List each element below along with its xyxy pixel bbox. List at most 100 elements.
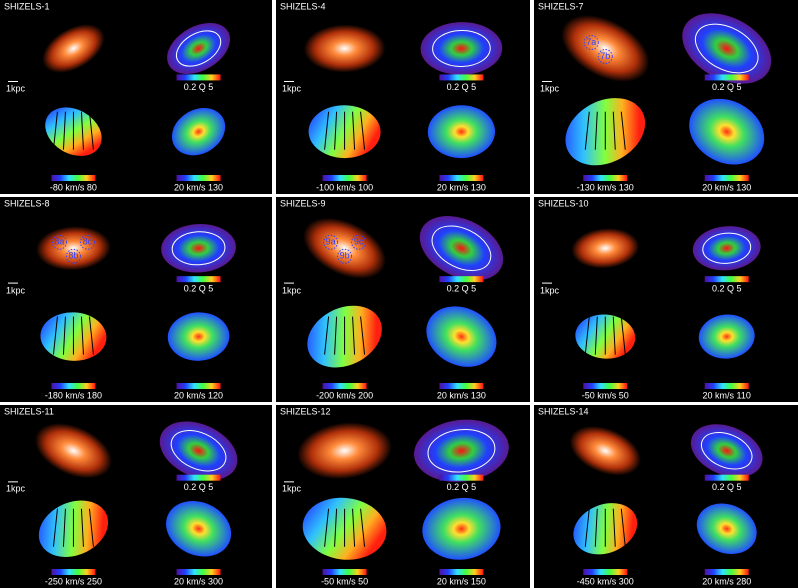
scale-label: 1kpc [6, 484, 26, 494]
scale-label: 1kpc [540, 286, 560, 296]
velocity-contour [620, 111, 626, 150]
velocity-contour [324, 111, 330, 150]
colorbar [176, 474, 221, 481]
colorbar-label: -80 km/s 80 [50, 182, 97, 192]
velocity-contour [352, 508, 356, 547]
q-contour [700, 432, 753, 470]
colorbar-label: 0.2 Q 5 [447, 482, 477, 492]
colorbar [176, 175, 221, 181]
velocity-contour [584, 111, 590, 150]
flux-map [297, 422, 392, 480]
panel-title: SHIZELS-14 [538, 406, 589, 416]
region-marker [79, 234, 95, 250]
colorbar [583, 383, 628, 389]
q-contour [175, 30, 222, 67]
velocity-contour [52, 508, 58, 547]
velocity-contour [62, 508, 66, 547]
colorbar-label: 20 km/s 130 [174, 182, 223, 192]
panel-title: SHIZELS-12 [280, 406, 331, 416]
q-contour [431, 225, 492, 271]
velocity-contour [334, 316, 338, 355]
q-map [690, 424, 763, 478]
colorbar-label: -130 km/s 130 [577, 182, 634, 192]
velocity-contour [80, 508, 84, 547]
flux-map [303, 217, 386, 279]
q-map [159, 421, 238, 481]
velocity-contour [360, 508, 366, 547]
dispersion-map [696, 503, 757, 554]
flux-map [42, 24, 105, 73]
velocity-contour [584, 316, 590, 355]
colorbar [176, 276, 221, 283]
region-marker [65, 248, 81, 264]
dispersion-map [171, 108, 226, 156]
colorbar-label: 20 km/s 130 [437, 390, 486, 400]
colorbar-label: 0.2 Q 5 [712, 82, 742, 92]
flux-map [569, 426, 641, 476]
region-label: 7b [600, 51, 610, 61]
colorbar-label: -100 km/s 100 [316, 182, 373, 192]
colorbar [51, 383, 96, 389]
colorbar-label: 0.2 Q 5 [447, 284, 477, 294]
colorbar-label: 0.2 Q 5 [184, 482, 214, 492]
colorbar-label: -450 km/s 300 [577, 576, 634, 586]
colorbar-label: 0.2 Q 5 [447, 82, 477, 92]
scale-label: 1kpc [282, 286, 302, 296]
dispersion-map [689, 98, 765, 165]
colorbar [176, 569, 221, 575]
flux-map [571, 228, 640, 269]
velocity-contour [594, 508, 598, 547]
colorbar-label: 0.2 Q 5 [184, 284, 214, 294]
q-map [419, 216, 504, 281]
panel-title: SHIZELS-1 [4, 1, 50, 11]
scale-label: 1kpc [282, 84, 302, 94]
colorbar [439, 276, 484, 283]
velocity-contour [352, 316, 356, 355]
flux-map [34, 423, 112, 479]
flux-map [561, 15, 650, 82]
panel-title: SHIZELS-10 [538, 198, 589, 208]
q-contour [171, 231, 226, 266]
colorbar [583, 569, 628, 575]
velocity-contour [324, 508, 330, 547]
flux-map [303, 24, 386, 73]
colorbar [439, 474, 484, 481]
scale-label: 1kpc [282, 484, 302, 494]
region-marker [51, 234, 67, 250]
colorbar [704, 383, 749, 389]
velocity-contour [620, 508, 626, 547]
q-contour [170, 430, 227, 472]
colorbar [704, 175, 749, 181]
dispersion-map [426, 306, 497, 367]
region-marker [583, 35, 599, 50]
dispersion-map [166, 501, 232, 557]
velocity-contour [620, 316, 626, 355]
colorbar-label: 20 km/s 130 [437, 182, 486, 192]
velocity-contour [360, 111, 366, 150]
colorbar [583, 175, 628, 181]
colorbar-label: -200 km/s 200 [316, 390, 373, 400]
velocity-contour [352, 111, 356, 150]
region-label: 9a [326, 237, 336, 247]
velocity-contour [62, 316, 66, 355]
velocity-contour [88, 111, 94, 150]
panel-title: SHIZELS-9 [280, 198, 326, 208]
velocity-contour [612, 111, 616, 150]
scale-label: 1kpc [6, 84, 26, 94]
colorbar [704, 569, 749, 575]
velocity-contour [334, 508, 338, 547]
region-marker [337, 248, 353, 264]
panel-title: SHIZELS-11 [4, 406, 54, 416]
colorbar [439, 569, 484, 575]
velocity-contour [594, 316, 598, 355]
colorbar [322, 569, 367, 575]
colorbar-label: 20 km/s 280 [702, 576, 751, 586]
q-contour [694, 23, 759, 74]
colorbar-label: -50 km/s 50 [582, 390, 629, 400]
q-map [682, 13, 772, 84]
region-marker [351, 234, 367, 250]
colorbar [704, 276, 749, 283]
colorbar-label: -50 km/s 50 [321, 576, 368, 586]
q-contour [432, 29, 491, 68]
